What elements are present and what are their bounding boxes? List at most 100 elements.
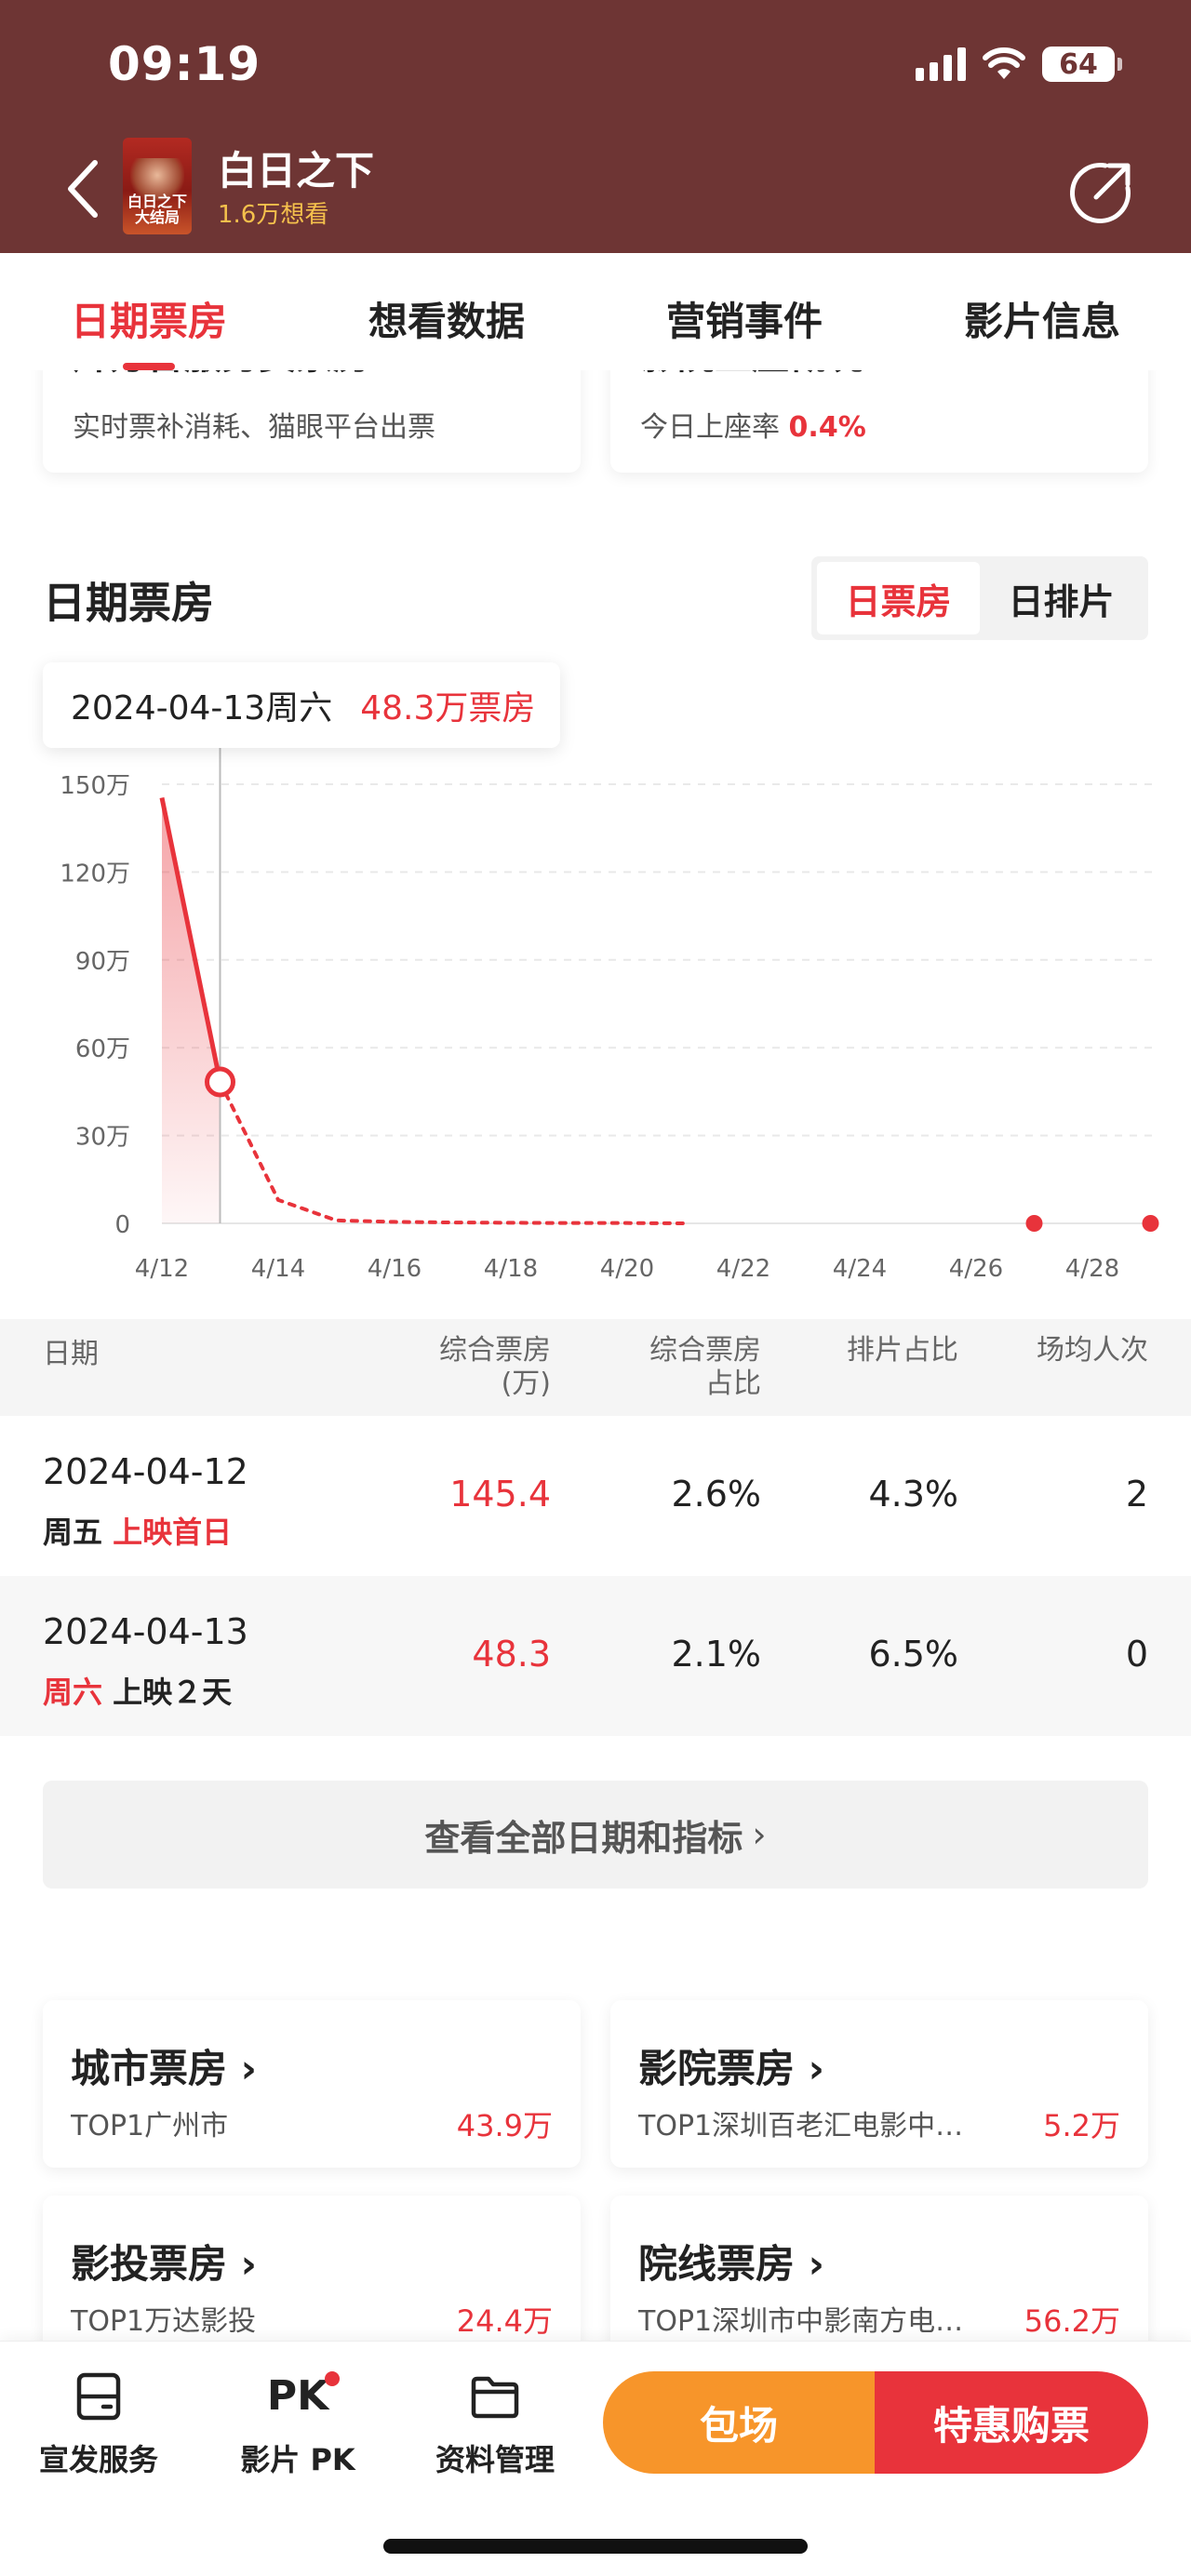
highlight-point bbox=[205, 1066, 235, 1098]
card-top1: TOP1广州市 bbox=[71, 2110, 229, 2142]
row-avg-people: 0 bbox=[1125, 1634, 1148, 1675]
nav-material-management[interactable]: 资料管理 bbox=[402, 2369, 588, 2479]
book-screening-button[interactable]: 包场 bbox=[603, 2371, 875, 2474]
table-header: 日期 综合票房 (万) 综合票房 占比 排片占比 场均人次 bbox=[0, 1319, 1191, 1416]
x-tick-label: 4/28 bbox=[1065, 1255, 1119, 1283]
card-title-text: 影投票房 bbox=[71, 2241, 228, 2287]
x-tick-label: 4/16 bbox=[368, 1255, 422, 1283]
card-top1: TOP1万达影投 bbox=[71, 2305, 257, 2338]
x-tick-label: 4/18 bbox=[484, 1255, 538, 1283]
city-box-office-card[interactable]: 城市票房 › TOP1广州市 43.9万 bbox=[43, 2000, 581, 2168]
weekday: 周六 bbox=[43, 1675, 103, 1710]
data-point bbox=[1142, 1215, 1159, 1232]
release-note: 上映２天 bbox=[113, 1675, 233, 1710]
want-count: 1.6万想看 bbox=[218, 201, 329, 229]
data-point bbox=[1025, 1215, 1043, 1232]
release-note: 上映首日 bbox=[113, 1515, 233, 1550]
nav-promotion-service[interactable]: 宣发服务 bbox=[6, 2369, 192, 2479]
x-tick-label: 4/26 bbox=[949, 1255, 1003, 1283]
movie-title: 白日之下 bbox=[218, 148, 375, 194]
occupancy-label: 今日上座率 bbox=[640, 411, 780, 444]
y-tick-label: 30万 bbox=[75, 1124, 130, 1152]
buy-tickets-button[interactable]: 特惠购票 bbox=[875, 2371, 1148, 2474]
box-office-line-chart[interactable]: 150万 120万 90万 60万 30万 04/12 4/14 4/16 4/18 4/20 4/… bbox=[0, 744, 1191, 1293]
card-top1: TOP1深圳百老汇电影中… bbox=[638, 2110, 964, 2142]
weekday: 周五 bbox=[43, 1515, 103, 1550]
pk-icon: PK bbox=[266, 2369, 341, 2423]
y-tick-label: 120万 bbox=[60, 860, 130, 888]
back-button[interactable] bbox=[56, 156, 112, 221]
header-avg-people: 场均人次 bbox=[1037, 1334, 1148, 1367]
battery-icon: 64 bbox=[1042, 47, 1122, 82]
card-title-text: 影院票房 bbox=[638, 2046, 796, 2091]
actual-line bbox=[159, 796, 222, 1083]
pk-icon-text: PK bbox=[266, 2372, 329, 2420]
x-tick-label: 4/24 bbox=[833, 1255, 887, 1283]
row-date: 2024-04-12 bbox=[43, 1451, 248, 1492]
nav-label: 资料管理 bbox=[435, 2442, 555, 2477]
poster-title: 白日之下 大结局 bbox=[127, 193, 187, 226]
tooltip-value: 48.3万票房 bbox=[360, 689, 536, 727]
toggle-daily-shows[interactable]: 日排片 bbox=[1008, 581, 1115, 622]
nav-label: 宣发服务 bbox=[38, 2442, 158, 2477]
chevron-right-icon: › bbox=[240, 2241, 257, 2287]
purchase-buttons: 包场 特惠购票 bbox=[603, 2371, 1148, 2474]
x-tick-label: 4/12 bbox=[135, 1255, 189, 1283]
share-button[interactable] bbox=[1068, 160, 1133, 225]
card-subtitle: 实时票补消耗、猫眼平台出票 bbox=[73, 411, 435, 444]
card-title: 影院票房 › bbox=[638, 2037, 824, 2094]
tab-marketing-events[interactable]: 营销事件 bbox=[665, 299, 823, 344]
card-title: 影投票房 › bbox=[71, 2233, 257, 2289]
chevron-right-icon: › bbox=[808, 2046, 824, 2091]
circuit-box-office-card[interactable]: 院线票房 › TOP1深圳市中影南方电… 56.2万 bbox=[610, 2196, 1148, 2363]
card-value: 56.2万 bbox=[1024, 2303, 1120, 2339]
investor-box-office-card[interactable]: 影投票房 › TOP1万达影投 24.4万 bbox=[43, 2196, 581, 2363]
nav-movie-pk[interactable]: PK 影片 PK bbox=[205, 2369, 391, 2479]
status-time: 09:19 bbox=[108, 37, 261, 91]
home-indicator bbox=[383, 2539, 808, 2554]
folder-icon bbox=[471, 2376, 519, 2419]
wifi-icon bbox=[983, 47, 1025, 79]
service-icon bbox=[76, 2372, 121, 2421]
x-tick-label: 4/22 bbox=[716, 1255, 770, 1283]
y-tick-label: 90万 bbox=[75, 948, 130, 976]
tab-movie-info[interactable]: 影片信息 bbox=[963, 299, 1120, 344]
table-row[interactable]: 2024-04-13 周六 上映２天 48.3 2.1% 6.5% 0 bbox=[0, 1576, 1191, 1736]
header-box-share: 综合票房 占比 bbox=[649, 1334, 761, 1400]
tooltip-date: 2024-04-13周六 bbox=[71, 689, 333, 727]
row-avg-people: 2 bbox=[1125, 1474, 1148, 1515]
nav-label: 影片 PK bbox=[240, 2442, 355, 2477]
row-weekday: 周六 上映２天 bbox=[43, 1669, 232, 1712]
toggle-daily-box-office[interactable]: 日票房 bbox=[817, 562, 980, 634]
y-tick-label: 60万 bbox=[75, 1035, 130, 1063]
card-value: 43.9万 bbox=[456, 2108, 553, 2143]
notification-dot bbox=[325, 2371, 341, 2386]
card-title: 院线票房 › bbox=[638, 2233, 824, 2289]
view-all-button[interactable]: 查看全部日期和指标 › bbox=[43, 1781, 1148, 1889]
row-date: 2024-04-13 bbox=[43, 1611, 248, 1652]
card-subtitle: 今日上座率 0.4% bbox=[640, 404, 866, 445]
x-tick-label: 4/14 bbox=[251, 1255, 305, 1283]
bottom-action-bar: 宣发服务 PK 影片 PK 资料管理 包场 特惠购票 bbox=[0, 2341, 1191, 2576]
header-date: 日期 bbox=[43, 1338, 99, 1370]
card-title-text: 城市票房 bbox=[71, 2046, 228, 2091]
chart-toggle: 日票房 日排片 bbox=[811, 556, 1148, 640]
movie-poster[interactable]: 白日之下 大结局 bbox=[123, 138, 192, 234]
share-icon bbox=[1070, 163, 1131, 223]
card-title: 城市票房 › bbox=[71, 2037, 257, 2094]
card-value: 5.2万 bbox=[1043, 2108, 1120, 2143]
y-tick-label: 150万 bbox=[60, 772, 130, 800]
tab-want-data[interactable]: 想看数据 bbox=[368, 299, 525, 344]
row-box-share: 2.1% bbox=[671, 1634, 761, 1675]
tab-date-box-office[interactable]: 日期票房 bbox=[0, 253, 298, 370]
forecast-line bbox=[218, 1080, 688, 1225]
view-all-label: 查看全部日期和指标 bbox=[424, 1817, 743, 1859]
table-row[interactable]: 2024-04-12 周五 上映首日 145.4 2.6% 4.3% 2 bbox=[0, 1416, 1191, 1576]
row-box-office: 145.4 bbox=[449, 1474, 551, 1515]
x-tick-label: 4/20 bbox=[600, 1255, 654, 1283]
actual-area bbox=[162, 797, 221, 1223]
signal-icon bbox=[916, 47, 966, 81]
section-title: 日期票房 bbox=[43, 578, 214, 628]
cinema-box-office-card[interactable]: 影院票房 › TOP1深圳百老汇电影中… 5.2万 bbox=[610, 2000, 1148, 2168]
row-weekday: 周五 上映首日 bbox=[43, 1509, 232, 1552]
